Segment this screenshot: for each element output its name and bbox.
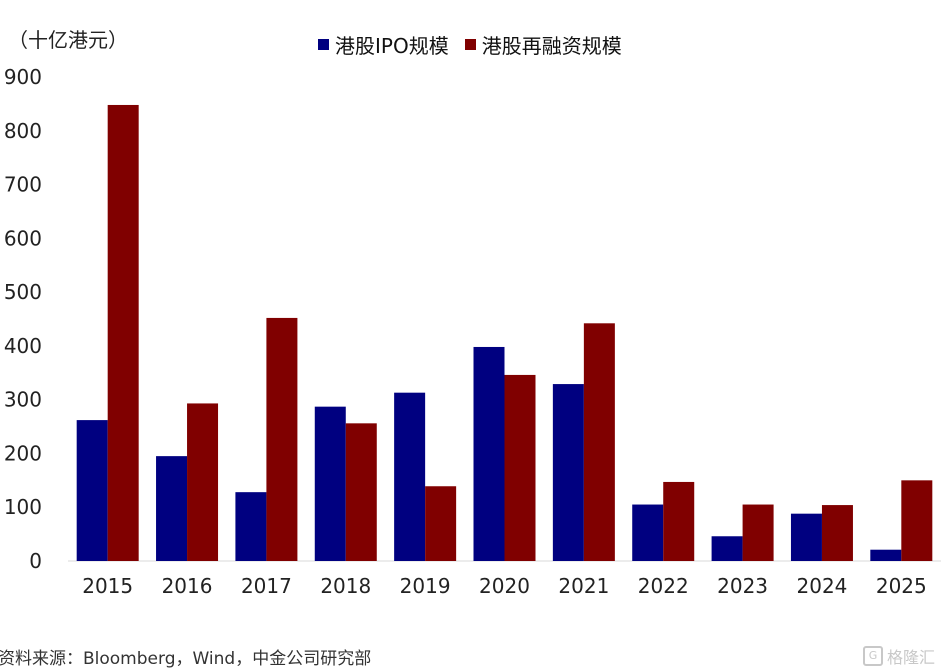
bar-refinancing-2021 <box>583 323 615 561</box>
bar-refinancing-2022 <box>663 481 695 561</box>
y-tick-label: 300 <box>4 388 42 412</box>
bar-ipo-2015 <box>76 420 108 561</box>
x-tick-label: 2021 <box>558 574 609 598</box>
x-tick-label: 2022 <box>638 574 689 598</box>
y-tick-label: 800 <box>4 119 42 143</box>
x-tick-label: 2023 <box>717 574 768 598</box>
legend-label-ipo: 港股IPO规模 <box>335 34 449 58</box>
bar-ipo-2025 <box>870 549 902 561</box>
source-note: 资料来源：Bloomberg，Wind，中金公司研究部 <box>0 649 372 669</box>
y-tick-label: 200 <box>4 441 42 465</box>
bar-ipo-2020 <box>473 346 505 561</box>
x-tick-label: 2024 <box>797 574 848 598</box>
bar-refinancing-2016 <box>187 403 219 561</box>
watermark: G 格隆汇 <box>862 644 935 668</box>
legend-swatch-refinancing <box>464 39 476 50</box>
bar-refinancing-2015 <box>107 104 139 561</box>
bar-refinancing-2020 <box>504 374 536 561</box>
bar-ipo-2023 <box>711 536 743 561</box>
bar-refinancing-2023 <box>742 504 774 561</box>
legend-item-ipo: 港股IPO规模 <box>318 30 449 59</box>
x-tick-label: 2018 <box>320 574 371 598</box>
bar-refinancing-2018 <box>345 423 377 561</box>
y-tick-label: 700 <box>4 173 42 197</box>
x-tick-label: 2020 <box>479 574 530 598</box>
bar-chart: 0 100 200 300 400 500 600 700 800 900 2015 2016 2017… <box>4 65 941 598</box>
y-tick-label: 600 <box>4 226 42 250</box>
bar-ipo-2017 <box>235 492 267 561</box>
y-tick-label: 500 <box>4 280 42 304</box>
bar-ipo-2019 <box>394 392 426 561</box>
y-tick-label: 900 <box>4 65 42 89</box>
bar-ipo-2022 <box>632 504 664 561</box>
legend-swatch-ipo <box>318 39 329 50</box>
bar-refinancing-2017 <box>266 317 298 561</box>
bar-ipo-2018 <box>314 406 346 561</box>
x-tick-label: 2015 <box>82 574 133 598</box>
y-tick-label: 100 <box>4 495 42 519</box>
bar-refinancing-2025 <box>901 480 933 561</box>
chart-legend: 港股IPO规模 港股再融资规模 <box>318 30 638 59</box>
y-tick-label: 400 <box>4 334 42 358</box>
watermark-text: 格隆汇 <box>886 648 935 667</box>
bar-ipo-2021 <box>552 384 584 561</box>
x-tick-label: 2019 <box>400 574 451 598</box>
bar-ipo-2024 <box>790 513 822 561</box>
bar-refinancing-2024 <box>821 505 853 561</box>
x-tick-label: 2017 <box>241 574 292 598</box>
legend-item-refinancing: 港股再融资规模 <box>464 30 622 59</box>
bar-refinancing-2019 <box>425 486 457 561</box>
legend-label-refinancing: 港股再融资规模 <box>481 34 622 58</box>
unit-label: （十亿港元） <box>8 28 128 52</box>
gelonghui-logo-icon: G <box>862 646 883 666</box>
x-tick-label: 2016 <box>162 574 213 598</box>
bar-ipo-2016 <box>156 456 188 561</box>
x-tick-label: 2025 <box>876 574 927 598</box>
y-tick-label: 0 <box>29 549 42 573</box>
